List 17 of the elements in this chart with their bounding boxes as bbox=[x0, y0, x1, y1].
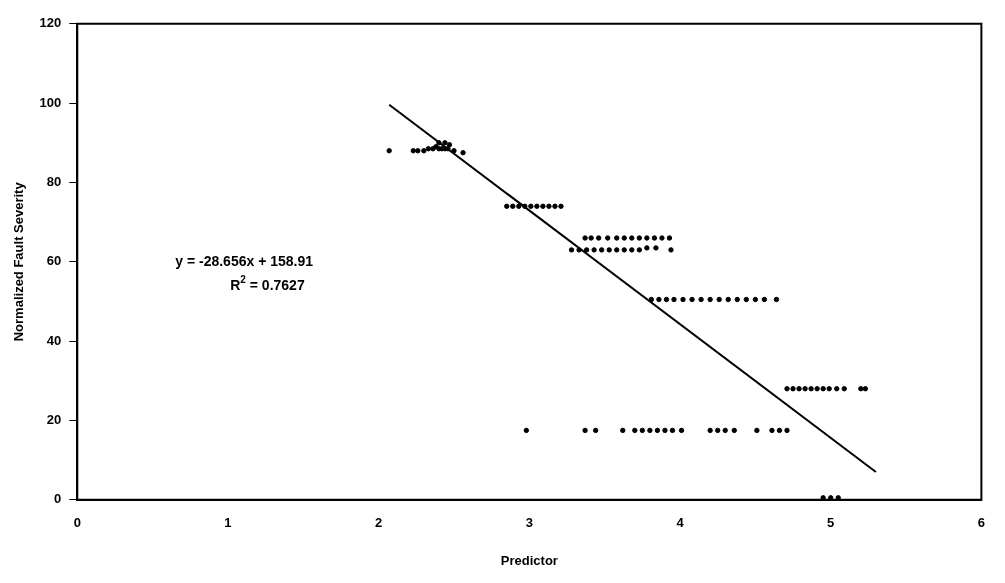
x-tick-label: 5 bbox=[827, 515, 835, 531]
y-tick-label: 100 bbox=[39, 94, 62, 110]
x-tick-label: 0 bbox=[73, 515, 81, 531]
x-tick-label: 6 bbox=[977, 515, 985, 531]
x-tick-label: 3 bbox=[525, 515, 533, 531]
y-axis-title: Normalized Fault Severity bbox=[11, 181, 27, 342]
y-tick-label: 80 bbox=[46, 174, 62, 190]
x-axis-title: Predictor bbox=[500, 552, 558, 568]
x-tick-label: 2 bbox=[375, 515, 383, 531]
x-tick-label: 4 bbox=[676, 515, 685, 531]
y-tick-label: 120 bbox=[39, 15, 62, 31]
y-tick-label: 0 bbox=[54, 491, 62, 507]
y-tick-label: 20 bbox=[46, 412, 62, 428]
annotation: y = -28.656x + 158.91 bbox=[175, 252, 314, 269]
x-tick-label: 1 bbox=[224, 515, 232, 531]
y-tick-label: 60 bbox=[46, 253, 62, 269]
y-tick-label: 40 bbox=[46, 332, 62, 348]
